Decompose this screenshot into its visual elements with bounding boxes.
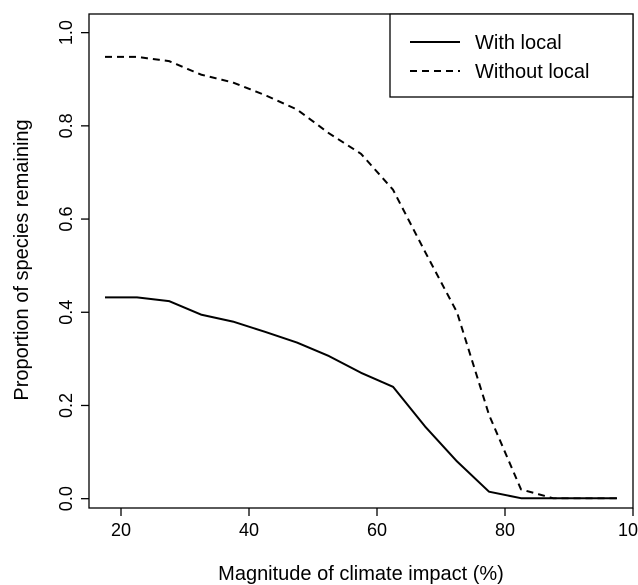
y-tick-label: 0.8 — [56, 113, 76, 138]
plot-frame — [88, 13, 634, 509]
series-layer — [105, 55, 617, 500]
y-tick-label: 1.0 — [56, 20, 76, 45]
x-tick-label: 80 — [495, 520, 515, 540]
legend-label-with-local: With local — [475, 32, 562, 54]
y-tick-label: 0.2 — [56, 393, 76, 418]
y-tick-label: 0.6 — [56, 207, 76, 232]
y-tick-label: 0.4 — [56, 300, 76, 325]
x-tick-label: 20 — [111, 520, 131, 540]
x-axis-label: Magnitude of climate impact (%) — [218, 563, 504, 585]
x-tick-label: 60 — [367, 520, 387, 540]
legend-box — [389, 13, 634, 98]
legend: With local Without local — [389, 13, 634, 98]
y-axis: 0.0 0.2 0.4 0.6 0.8 1.0 — [56, 20, 89, 511]
y-axis-label: Proportion of species remaining — [11, 119, 33, 400]
x-tick-label: 100 — [618, 520, 638, 540]
series-line-without-local — [105, 55, 617, 500]
x-tick-label: 40 — [239, 520, 259, 540]
series-line-with-local — [105, 296, 617, 500]
legend-label-without-local: Without local — [475, 61, 590, 83]
x-axis: 20 40 60 80 100 — [111, 508, 638, 540]
y-tick-label: 0.0 — [56, 486, 76, 511]
